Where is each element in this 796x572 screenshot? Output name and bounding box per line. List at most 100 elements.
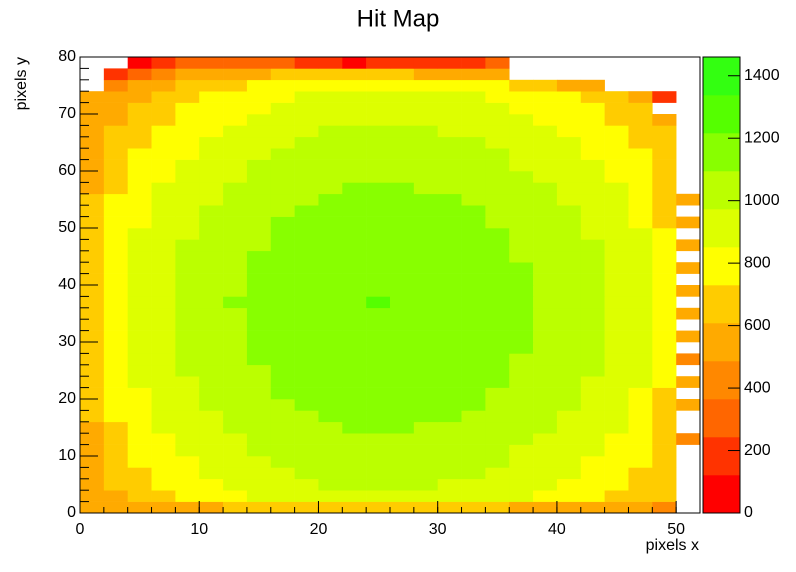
heatmap-cell bbox=[342, 285, 367, 297]
heatmap-cell bbox=[437, 136, 462, 149]
heatmap-cell bbox=[318, 421, 343, 434]
heatmap-cell bbox=[223, 182, 248, 195]
heatmap-cell bbox=[413, 387, 438, 400]
heatmap-cell bbox=[485, 171, 510, 183]
heatmap-cell bbox=[390, 125, 415, 138]
heatmap-cell bbox=[652, 262, 677, 274]
heatmap-cell bbox=[80, 205, 105, 217]
heatmap-cell bbox=[533, 501, 558, 514]
heatmap-cell bbox=[103, 136, 128, 149]
heatmap-cell bbox=[580, 79, 605, 92]
heatmap-cell bbox=[509, 387, 534, 400]
heatmap-cell bbox=[485, 444, 510, 457]
heatmap-cell bbox=[103, 342, 128, 354]
heatmap-cell bbox=[270, 421, 295, 434]
y-tick-label: 30 bbox=[58, 333, 76, 350]
heatmap-cell bbox=[342, 387, 367, 400]
heatmap-cell bbox=[509, 364, 534, 377]
heatmap-cell bbox=[103, 193, 128, 206]
heatmap-cell bbox=[199, 421, 224, 434]
heatmap-cell bbox=[175, 456, 200, 468]
heatmap-cell bbox=[342, 433, 367, 445]
heatmap-cell bbox=[533, 467, 558, 480]
heatmap-cell bbox=[533, 182, 558, 195]
z-tick-label: 200 bbox=[744, 442, 771, 459]
heatmap-cell bbox=[342, 239, 367, 252]
y-tick-label: 50 bbox=[58, 219, 76, 236]
heatmap-cell bbox=[533, 102, 558, 115]
heatmap-cell bbox=[533, 421, 558, 434]
heatmap-cell bbox=[390, 136, 415, 149]
heatmap-cell bbox=[485, 273, 510, 286]
heatmap-cell bbox=[294, 273, 319, 286]
heatmap-cell bbox=[294, 228, 319, 240]
heatmap-cell bbox=[80, 239, 105, 252]
heatmap-cell bbox=[246, 478, 272, 491]
heatmap-cell bbox=[318, 296, 343, 309]
heatmap-cell bbox=[151, 285, 176, 297]
heatmap-cell bbox=[485, 307, 510, 320]
heatmap-cell bbox=[318, 490, 343, 502]
heatmap-cell bbox=[461, 182, 486, 195]
heatmap-cell bbox=[604, 387, 629, 400]
heatmap-cell bbox=[366, 57, 391, 69]
heatmap-cell bbox=[556, 387, 582, 400]
heatmap-cell bbox=[533, 148, 558, 160]
heatmap-cell bbox=[294, 399, 319, 411]
heatmap-cell bbox=[223, 285, 248, 297]
heatmap-cell bbox=[485, 433, 510, 445]
heatmap-cell bbox=[127, 125, 152, 138]
y-tick-label: 80 bbox=[58, 48, 76, 65]
heatmap-cell bbox=[437, 57, 462, 69]
heatmap-cell bbox=[580, 296, 605, 309]
heatmap-cell bbox=[652, 490, 677, 502]
heatmap-cell bbox=[461, 490, 486, 502]
heatmap-cell bbox=[199, 296, 224, 309]
heatmap-cell bbox=[485, 68, 510, 81]
heatmap-cell bbox=[270, 125, 295, 138]
heatmap-cell bbox=[127, 330, 152, 343]
heatmap-cell bbox=[246, 239, 272, 252]
heatmap-cell bbox=[199, 171, 224, 183]
heatmap-cell bbox=[318, 102, 343, 115]
heatmap-cell bbox=[533, 273, 558, 286]
heatmap-cell bbox=[246, 353, 272, 366]
heatmap-cell bbox=[366, 364, 391, 377]
heatmap-cell bbox=[437, 376, 462, 388]
heatmap-cell bbox=[556, 228, 582, 240]
heatmap-cell bbox=[628, 102, 653, 115]
heatmap-cell bbox=[103, 433, 128, 445]
y-tick-label: 20 bbox=[58, 390, 76, 407]
heatmap-cell bbox=[199, 501, 224, 514]
heatmap-cell bbox=[127, 148, 152, 160]
heatmap-cell bbox=[580, 182, 605, 195]
heatmap-cell bbox=[556, 296, 582, 309]
heatmap-cell bbox=[223, 342, 248, 354]
heatmap-cell bbox=[676, 285, 701, 297]
heatmap-cell bbox=[652, 171, 677, 183]
heatmap-cell bbox=[509, 102, 534, 115]
heatmap-cell bbox=[413, 319, 438, 331]
heatmap-cell bbox=[294, 159, 319, 172]
heatmap-cell bbox=[342, 216, 367, 229]
heatmap-cell bbox=[604, 148, 629, 160]
heatmap-cell bbox=[413, 399, 438, 411]
heatmap-cell bbox=[556, 456, 582, 468]
heatmap-cell bbox=[151, 467, 176, 480]
heatmap-cell bbox=[199, 387, 224, 400]
heatmap-cell bbox=[509, 205, 534, 217]
color-bar-band bbox=[703, 437, 740, 476]
heatmap-cell bbox=[604, 136, 629, 149]
heatmap-cell bbox=[127, 490, 152, 502]
heatmap-cell bbox=[390, 421, 415, 434]
heatmap-cell bbox=[604, 364, 629, 377]
heatmap-cell bbox=[413, 296, 438, 309]
heatmap-cell bbox=[318, 353, 343, 366]
heatmap-cell bbox=[103, 182, 128, 195]
heatmap-cell bbox=[223, 421, 248, 434]
heatmap-cell bbox=[485, 410, 510, 423]
heatmap-cell bbox=[533, 399, 558, 411]
heatmap-cell bbox=[485, 136, 510, 149]
heatmap-cell bbox=[461, 478, 486, 491]
heatmap-cell bbox=[533, 250, 558, 263]
